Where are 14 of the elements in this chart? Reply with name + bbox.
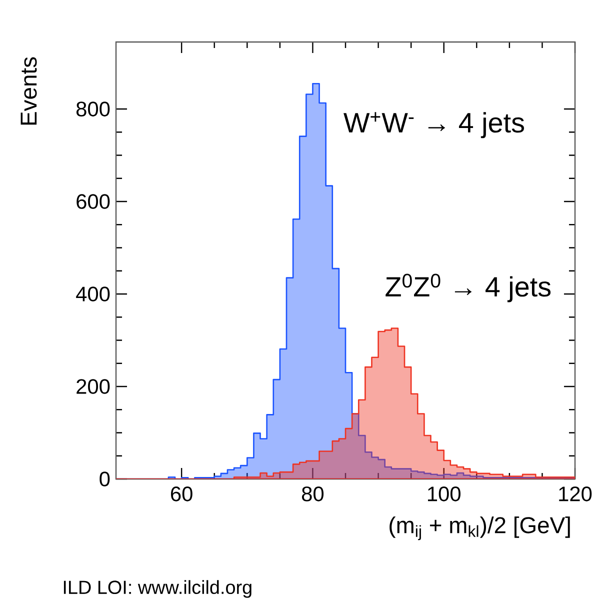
x-tick-label: 80 (302, 486, 324, 502)
y-tick-label: 800 (76, 102, 110, 116)
y-tick-label: 200 (76, 379, 110, 394)
y-tick-label: 600 (76, 194, 110, 209)
series-label: Z$^{0}$Z$^{0}$ → 4 jets (386, 274, 551, 302)
series-label: W$^{+}$W$^{-}$ → 4 jets (344, 112, 524, 138)
x-tick-label: 100 (428, 486, 460, 502)
text: ILD LOI: www.ilcild.org (64, 580, 252, 598)
x-tick-label: 120 (559, 486, 592, 502)
y-tick-label: 0 (100, 472, 110, 486)
y-axis-title: Events (20, 57, 37, 125)
x-axis-title: (m$_{ij}$ + m$_{kl}$)/2 [GeV] (390, 516, 570, 540)
y-tick-label: 400 (76, 286, 110, 302)
x-tick-label: 60 (171, 486, 192, 502)
